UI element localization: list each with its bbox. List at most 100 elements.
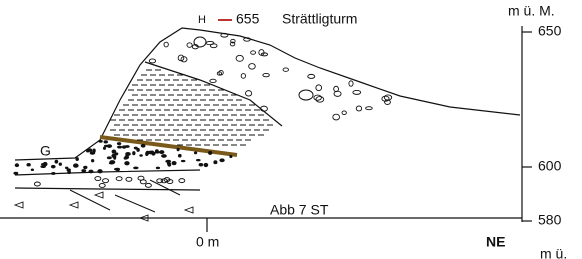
clast [145,183,151,187]
pebble [43,162,48,166]
tower-symbol: H [198,14,206,26]
pebble [172,161,177,165]
clast [187,43,192,47]
pebble [13,172,18,175]
pebble [132,151,135,155]
pebble [83,166,87,169]
pebble [98,140,103,143]
triangle [185,207,193,213]
scale-label: m ü. M. [508,3,555,19]
clast [126,177,132,181]
pebble [75,157,78,161]
clast [140,180,146,184]
pebble [59,163,62,166]
layer-boundary [145,62,282,126]
pebble [139,154,143,157]
clast [210,79,216,82]
pebble [134,147,138,150]
pebble [196,159,201,162]
clast [251,51,256,54]
pebble [103,147,106,150]
pebble [114,168,118,171]
scale-tick-label: 650 [538,23,562,39]
pebble [208,151,212,155]
pebble [167,162,170,165]
pebble [177,148,180,151]
clast [245,91,251,96]
scale-tick-label: 580 [538,212,562,228]
pebble [55,160,59,164]
pebble [156,167,160,170]
clast [366,107,373,110]
layer-boundary [15,170,200,175]
pebble [204,163,209,167]
clast [34,182,40,186]
pebble [161,154,167,158]
pebble [107,144,112,148]
scale-label-repeat: m ü. [540,246,567,259]
pebble [107,156,112,159]
pebble [112,149,117,153]
pebble [113,156,116,160]
clast [241,74,245,79]
clast [334,91,341,96]
pebble [73,163,79,167]
pebble [145,152,148,156]
tower-name: Strättligturm [282,11,357,27]
terrain-profile [15,28,520,160]
pebble [178,154,182,158]
bedding [150,180,180,195]
direction-label: NE [486,234,505,250]
pebble [15,163,19,167]
pebble [109,162,114,165]
pebble [124,161,129,165]
triangle [70,202,78,208]
gravel-label: G [40,143,51,159]
layer-boundary [15,188,200,190]
clast [333,114,340,120]
clast [179,179,185,183]
clast [149,59,155,63]
clast [236,55,243,61]
pebble [91,159,94,162]
clast [103,179,109,183]
clast [356,106,361,111]
clast [384,95,391,100]
pebble [141,144,146,148]
pebble [104,140,108,143]
clast [316,97,324,103]
pebble [199,163,204,166]
clast [316,85,322,91]
boulder [299,90,313,100]
clast [283,68,289,71]
clast [116,177,122,181]
pebble [88,148,93,152]
pebble [155,151,161,154]
clast [249,64,256,70]
clast [99,183,105,187]
pebble [181,160,186,162]
clast [164,42,168,47]
pebble [67,170,71,174]
clast [263,73,270,76]
origin-label: 0 m [196,234,219,250]
clast [206,41,214,44]
pebble [88,170,93,174]
scale-tick-label: 600 [538,158,562,174]
pebble [51,172,55,175]
pebble [124,155,129,159]
pebble [122,145,126,148]
boulder [194,37,206,47]
pebble [31,168,34,171]
pebble [26,163,30,167]
clast [349,81,353,86]
pebble [65,167,69,169]
bedding [115,195,155,212]
pebble [194,151,197,154]
texture [13,33,391,221]
pebble [117,142,121,145]
pebble [117,146,122,149]
clast [353,90,361,94]
tower-elevation: 655 [236,11,260,27]
pebble [133,167,139,170]
